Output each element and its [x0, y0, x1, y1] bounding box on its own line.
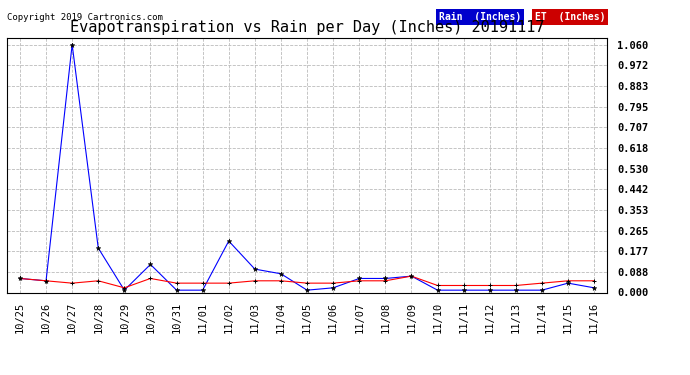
- Title: Evapotranspiration vs Rain per Day (Inches) 20191117: Evapotranspiration vs Rain per Day (Inch…: [70, 20, 544, 35]
- Text: Copyright 2019 Cartronics.com: Copyright 2019 Cartronics.com: [7, 13, 163, 22]
- Text: Rain  (Inches): Rain (Inches): [439, 12, 522, 22]
- Text: ET  (Inches): ET (Inches): [535, 12, 606, 22]
